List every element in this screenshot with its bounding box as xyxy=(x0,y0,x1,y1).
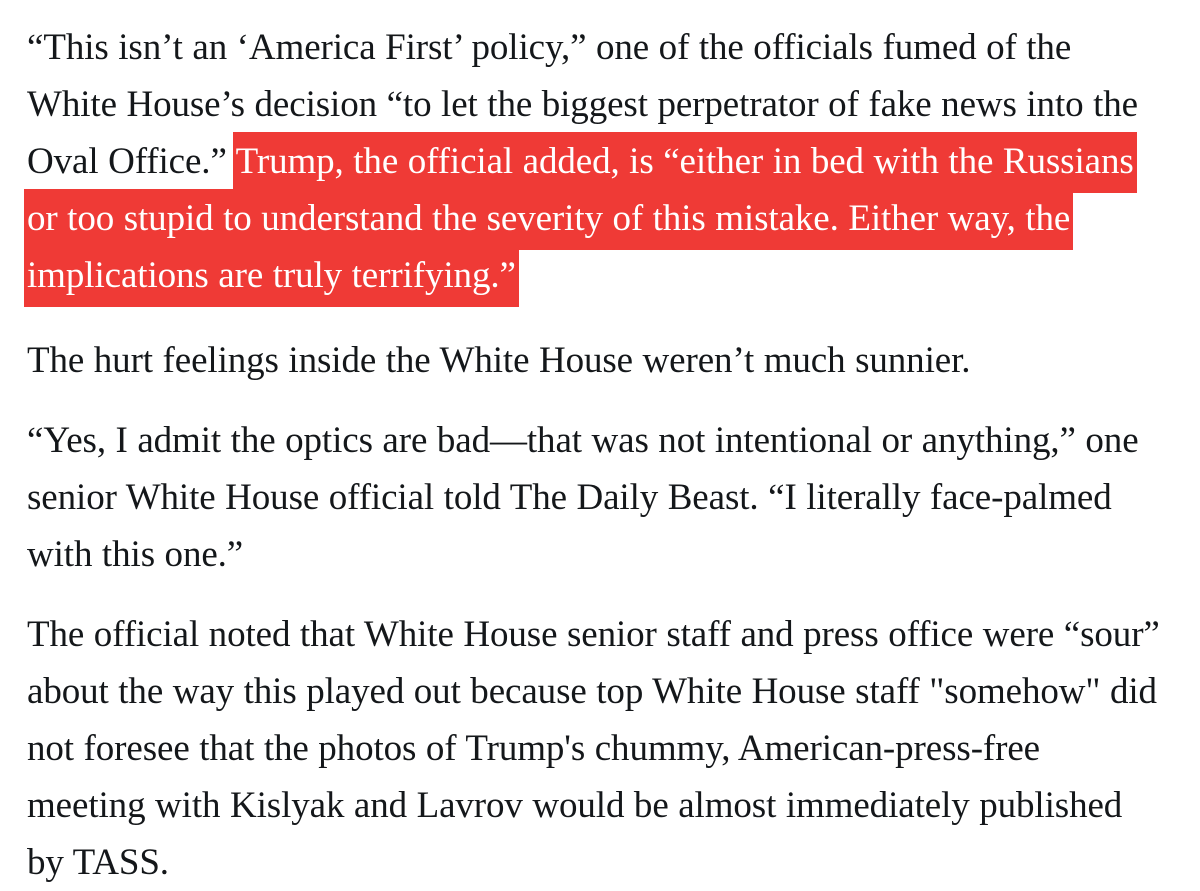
paragraph-quote-america-first: “This isn’t an ‘America First’ policy,” … xyxy=(27,19,1163,307)
article-body: “This isn’t an ‘America First’ policy,” … xyxy=(27,19,1163,883)
paragraph-tass-published: The official noted that White House seni… xyxy=(27,614,1160,883)
paragraph-hurt-feelings: The hurt feelings inside the White House… xyxy=(27,340,971,381)
paragraph-text-plain: “This isn’t an ‘America First’ policy,” … xyxy=(27,27,1138,182)
paragraph-optics-are-bad: “Yes, I admit the optics are bad—that wa… xyxy=(27,420,1139,575)
